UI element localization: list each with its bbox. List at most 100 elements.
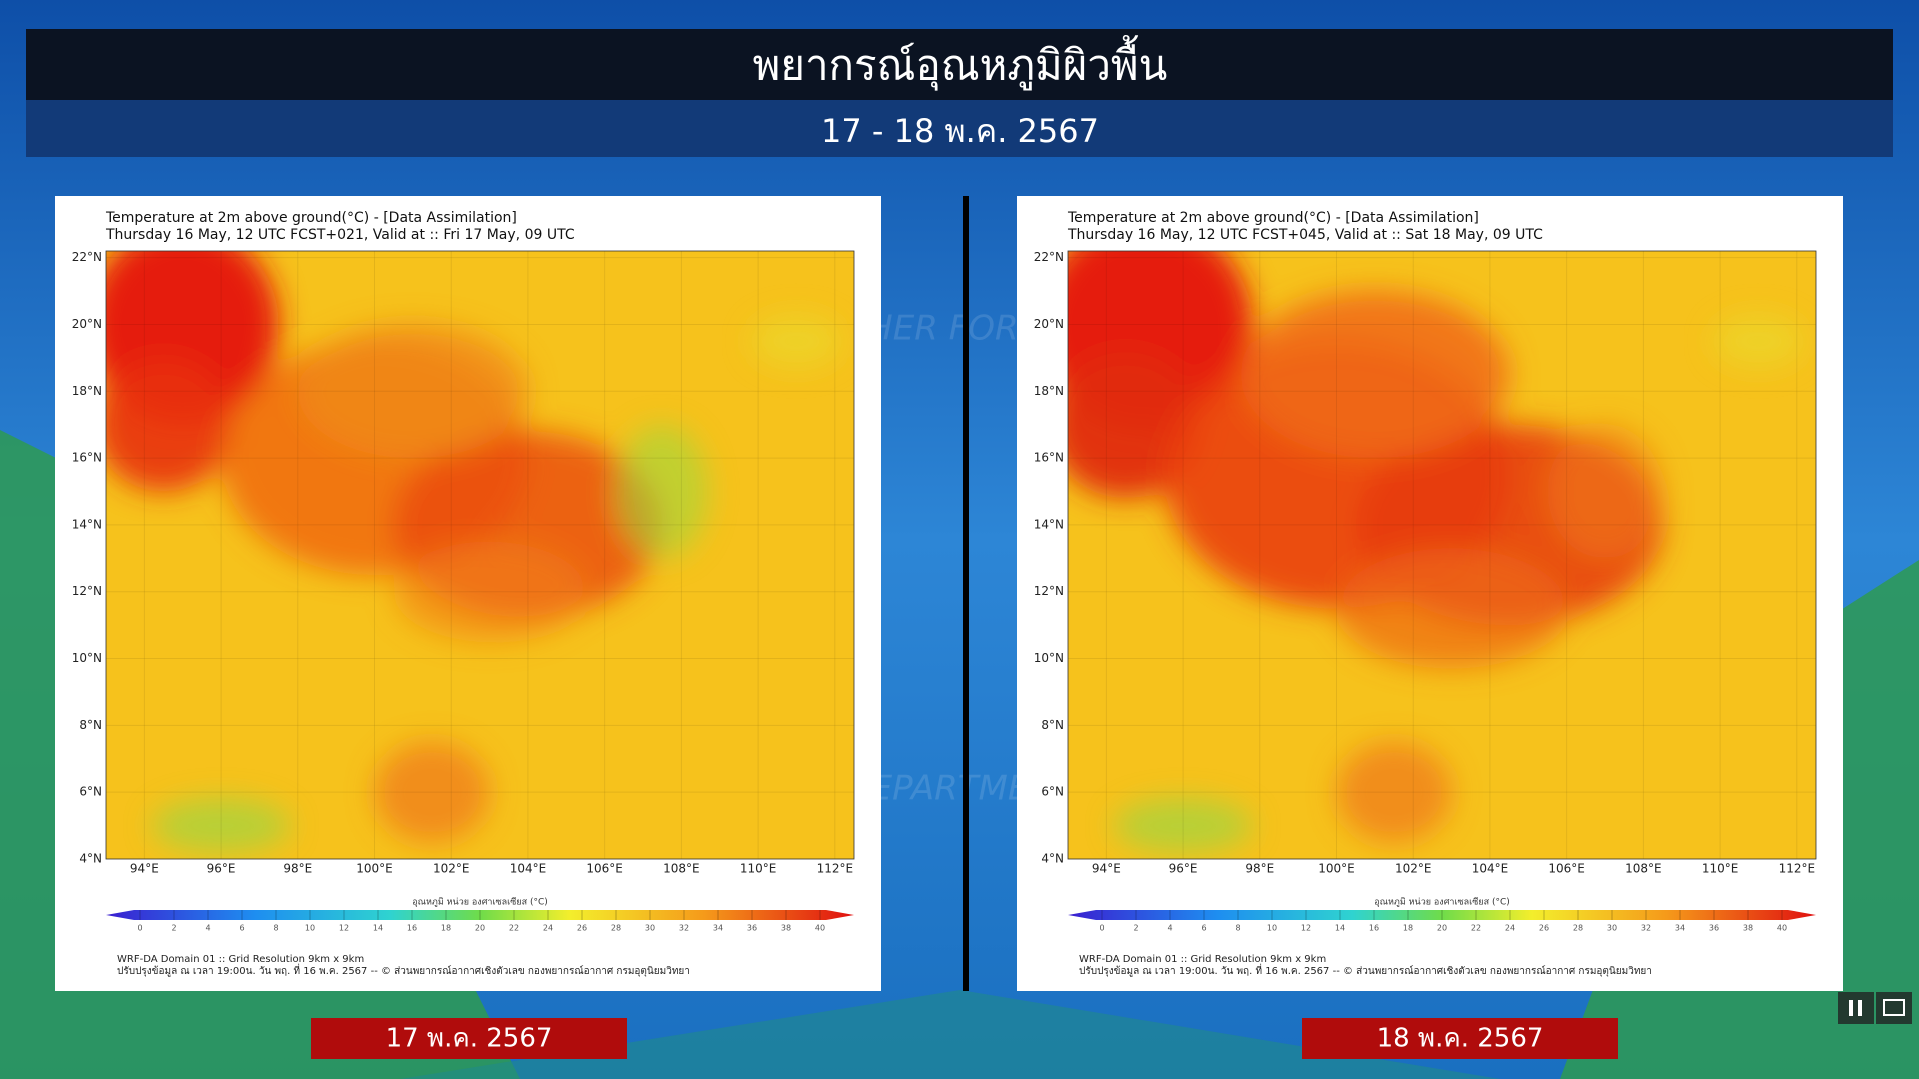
x-tick-label: 94°E — [1092, 862, 1121, 876]
colorbar-tick-label: 2 — [1133, 924, 1138, 933]
colorbar-tick-label: 30 — [645, 924, 655, 933]
y-tick-label: 6°N — [1041, 785, 1064, 799]
colorbar-tick-label: 32 — [1641, 924, 1651, 933]
colorbar — [1068, 910, 1816, 920]
colorbar-tick-label: 16 — [407, 924, 417, 933]
colorbar-tick-label: 26 — [577, 924, 587, 933]
y-tick-label: 18°N — [72, 384, 102, 398]
field-blob — [1336, 548, 1567, 669]
title-bar — [26, 29, 1893, 100]
colorbar-tick-label: 22 — [509, 924, 519, 933]
x-tick-label: 98°E — [283, 862, 312, 876]
y-tick-label: 4°N — [79, 852, 102, 866]
plot-frame — [1067, 250, 1817, 860]
y-tick-label: 16°N — [72, 451, 102, 465]
x-tick-label: 100°E — [356, 862, 393, 876]
temperature-field — [106, 251, 854, 859]
colorbar-tick-label: 32 — [679, 924, 689, 933]
colorbar-tick-label: 24 — [543, 924, 553, 933]
y-tick-label: 10°N — [1034, 651, 1064, 665]
field-blob — [616, 424, 709, 559]
map-header: Temperature at 2m above ground(°C) - [Da… — [1067, 210, 1479, 226]
map-panel: Temperature at 2m above ground(°C) - [Da… — [55, 196, 881, 991]
colorbar-label: อุณหภูมิ หน่วย องศาเซลเซียส (°C) — [412, 897, 548, 908]
colorbar-tick-label: 6 — [1201, 924, 1206, 933]
x-tick-label: 106°E — [1548, 862, 1585, 876]
colorbar-tick-label: 0 — [1099, 924, 1104, 933]
y-tick-label: 6°N — [79, 785, 102, 799]
field-blob — [1547, 424, 1663, 559]
page-title: พยากรณ์อุณหภูมิผิวพื้น — [753, 35, 1168, 92]
colorbar-tick-label: 24 — [1505, 924, 1515, 933]
x-tick-label: 108°E — [663, 862, 700, 876]
map-header: Thursday 16 May, 12 UTC FCST+021, Valid … — [105, 227, 575, 243]
colorbar-tick-label: 10 — [1267, 924, 1277, 933]
colorbar — [106, 910, 854, 920]
y-tick-label: 12°N — [1034, 584, 1064, 598]
colorbar-tick-label: 28 — [611, 924, 621, 933]
y-tick-label: 18°N — [1034, 384, 1064, 398]
colorbar-tick-label: 4 — [1167, 924, 1172, 933]
y-tick-label: 16°N — [1034, 451, 1064, 465]
y-tick-label: 4°N — [1041, 852, 1064, 866]
date-label-box — [311, 1018, 627, 1059]
field-blobs — [106, 251, 843, 853]
colorbar-tick-label: 18 — [441, 924, 451, 933]
y-tick-label: 22°N — [1034, 250, 1064, 264]
date-label: 18 พ.ค. 2567 — [1377, 1024, 1544, 1054]
y-tick-label: 8°N — [79, 718, 102, 732]
field-blob — [374, 742, 490, 843]
colorbar-tick-label: 26 — [1539, 924, 1549, 933]
field-blob — [1114, 798, 1253, 853]
colorbar-tick-label: 10 — [305, 924, 315, 933]
field-blob — [1336, 742, 1452, 843]
colorbar-tick-label: 12 — [339, 924, 349, 933]
field-blob — [297, 324, 528, 459]
map-footer: ปรับปรุงข้อมูล ณ เวลา 19:00น. วัน พฤ. ที… — [117, 963, 690, 977]
colorbar-tick-label: 20 — [1437, 924, 1447, 933]
colorbar-tick-label: 38 — [1743, 924, 1753, 933]
x-tick-label: 94°E — [130, 862, 159, 876]
field-blob — [152, 798, 291, 853]
colorbar-tick-label: 0 — [137, 924, 142, 933]
x-tick-label: 102°E — [1395, 862, 1432, 876]
map-header: Thursday 16 May, 12 UTC FCST+045, Valid … — [1067, 227, 1543, 243]
pause-icon — [1858, 1000, 1862, 1016]
colorbar-tick-label: 4 — [205, 924, 210, 933]
y-tick-label: 12°N — [72, 584, 102, 598]
x-tick-label: 112°E — [817, 862, 854, 876]
colorbar-tick-label: 14 — [1335, 924, 1345, 933]
divider — [963, 196, 969, 991]
player-controls[interactable] — [1838, 992, 1912, 1024]
field-blob — [393, 541, 586, 642]
colorbar-tick-label: 8 — [1235, 924, 1240, 933]
pip-button[interactable] — [1876, 992, 1912, 1024]
y-tick-label: 20°N — [1034, 317, 1064, 331]
date-label-box — [1302, 1018, 1618, 1059]
colorbar-tick-label: 8 — [273, 924, 278, 933]
y-tick-label: 22°N — [72, 250, 102, 264]
colorbar-tick-label: 22 — [1471, 924, 1481, 933]
page-dates: 17 - 18 พ.ค. 2567 — [821, 112, 1099, 150]
x-tick-label: 110°E — [740, 862, 777, 876]
background-shape — [400, 990, 1500, 1079]
colorbar-tick-label: 16 — [1369, 924, 1379, 933]
colorbar-tick-label: 38 — [781, 924, 791, 933]
y-tick-label: 14°N — [1034, 517, 1064, 531]
y-tick-label: 14°N — [72, 517, 102, 531]
colorbar-tick-label: 30 — [1607, 924, 1617, 933]
colorbar-label: อุณหภูมิ หน่วย องศาเซลเซียส (°C) — [1374, 897, 1510, 908]
map-header: Temperature at 2m above ground(°C) - [Da… — [105, 210, 517, 226]
map-panel: Temperature at 2m above ground(°C) - [Da… — [1017, 196, 1843, 991]
colorbar-tick-label: 34 — [713, 924, 723, 933]
colorbar-tick-label: 6 — [239, 924, 244, 933]
x-tick-label: 96°E — [1169, 862, 1198, 876]
map-footer: WRF-DA Domain 01 :: Grid Resolution 9km … — [1079, 954, 1326, 965]
pause-button[interactable] — [1838, 992, 1874, 1024]
date-label: 17 พ.ค. 2567 — [386, 1024, 553, 1054]
x-tick-label: 112°E — [1779, 862, 1816, 876]
map-footer: WRF-DA Domain 01 :: Grid Resolution 9km … — [117, 954, 364, 965]
x-tick-label: 110°E — [1702, 862, 1739, 876]
